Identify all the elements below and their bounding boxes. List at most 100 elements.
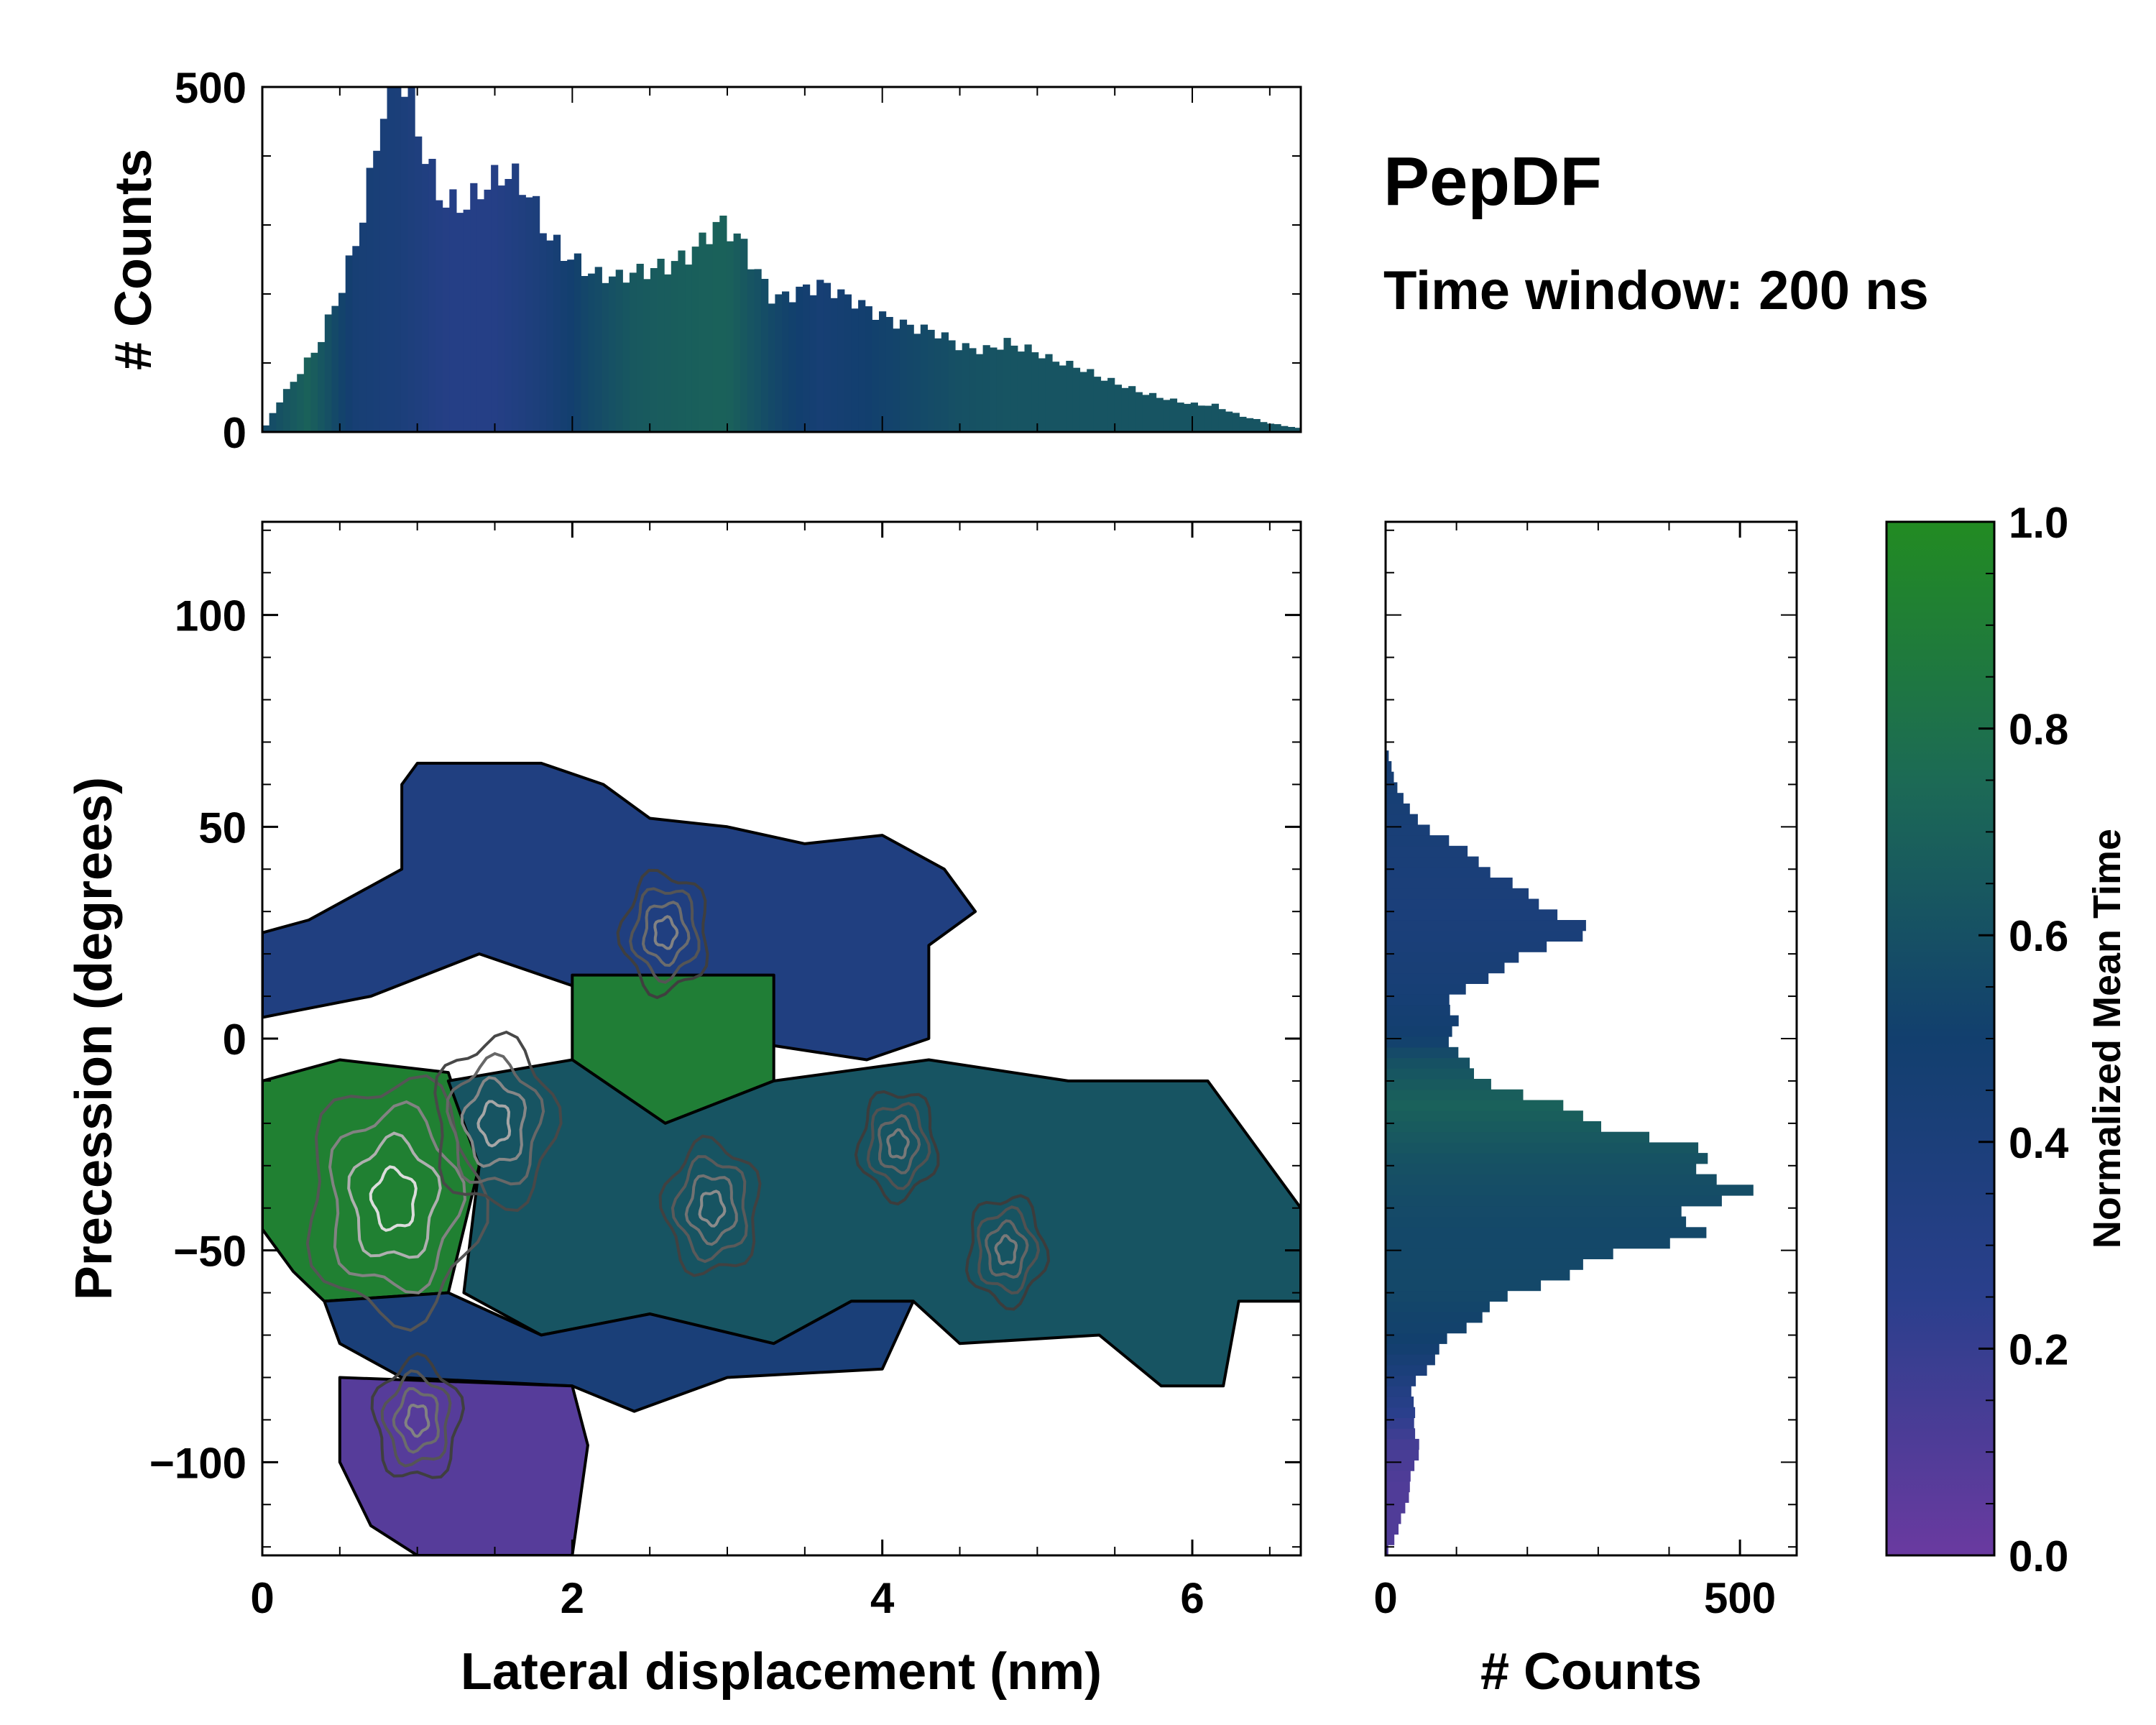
top-hist-bar <box>484 189 492 432</box>
colorbar-ticks: 0.0 0.2 0.4 0.6 0.8 1.0 <box>1978 499 2069 1581</box>
top-hist-bar <box>1128 386 1136 432</box>
contour-line <box>347 1131 442 1259</box>
colorbar-tick-label: 0.0 <box>2009 1532 2068 1581</box>
right-hist-bar <box>1386 1205 1682 1218</box>
top-hist-bar <box>858 300 866 432</box>
right-hist-bar <box>1386 1545 1388 1555</box>
top-hist-bar <box>643 279 651 432</box>
chart-title: PepDF <box>1383 143 1602 220</box>
top-hist-bar <box>1294 428 1301 432</box>
top-hist-bar <box>920 324 928 432</box>
right-hist-bar <box>1386 771 1394 783</box>
top-hist-bar <box>1246 418 1254 432</box>
top-hist-bar <box>1149 392 1157 432</box>
top-hist-bar <box>581 276 589 432</box>
top-hist-bar <box>636 264 644 432</box>
contour-line <box>629 887 701 984</box>
right-hist-bar <box>1386 793 1404 804</box>
top-hist-bar <box>671 261 678 432</box>
contour-line <box>370 1351 466 1479</box>
contour-line <box>616 868 709 1000</box>
top-hist-bar <box>1045 354 1053 432</box>
right-hist-bar <box>1386 1163 1697 1175</box>
top-hist-bar <box>969 348 977 432</box>
right-x-tick-label: 0 <box>1373 1574 1397 1622</box>
right-hist-bar <box>1386 1100 1564 1111</box>
top-hist-bar <box>573 253 581 432</box>
top-hist-bar <box>990 347 998 432</box>
contour-line <box>369 1165 418 1232</box>
contour-line <box>328 1100 467 1294</box>
right-hist-bar <box>1386 1290 1508 1302</box>
top-hist-bar <box>650 268 658 432</box>
top-hist-bar <box>761 279 769 432</box>
top-hist-bar <box>1038 358 1046 432</box>
top-hist-bar <box>505 179 512 432</box>
right-hist-bar <box>1386 1322 1467 1334</box>
top-hist-bar <box>927 329 935 432</box>
top-hist-bar <box>809 295 817 432</box>
top-hist-bar <box>463 209 471 432</box>
top-hist-bar <box>837 289 845 432</box>
top-hist-bar <box>290 382 298 432</box>
top-hist-bar <box>470 183 478 432</box>
colorbar-tick-label: 0.6 <box>2009 912 2068 960</box>
top-hist-bar <box>962 343 969 432</box>
top-hist-bar <box>262 425 270 432</box>
right-hist-bar <box>1386 1259 1583 1270</box>
top-hist-bar <box>948 340 956 432</box>
top-hist-bar <box>415 136 423 432</box>
top-hist-bar <box>602 282 609 432</box>
top-hist-bar <box>1087 369 1095 432</box>
right-hist-bar <box>1386 1227 1707 1238</box>
top-hist-bar <box>1059 365 1067 432</box>
top-hist-bar <box>331 305 339 432</box>
contour-line <box>684 1174 738 1246</box>
top-hist-bar <box>366 167 374 432</box>
top-hist-bar <box>982 345 990 432</box>
top-hist-bar <box>685 264 693 432</box>
contour-line <box>476 1100 512 1148</box>
purple-lower-cluster <box>338 1376 589 1555</box>
chart-subtitle: Time window: 200 ns <box>1383 260 1929 321</box>
top-hist-bar <box>1190 402 1198 432</box>
top-hist-bar <box>816 280 824 432</box>
right-hist-bar <box>1386 761 1392 773</box>
heatmap-regions <box>262 761 1301 1555</box>
top-histogram-ticks: 0 500 <box>175 64 1301 457</box>
top-hist-bar <box>345 255 353 432</box>
top-y-tick-label: 0 <box>223 409 247 457</box>
top-hist-bar <box>803 284 811 432</box>
top-hist-bar <box>379 119 388 432</box>
top-hist-bar <box>657 259 665 432</box>
top-hist-bar <box>1260 422 1268 432</box>
colorbar-tick-label: 0.4 <box>2009 1119 2069 1167</box>
contour-line <box>380 1369 452 1468</box>
contour-line <box>658 1134 762 1277</box>
right-hist-bar <box>1386 1121 1601 1133</box>
top-hist-bar <box>518 195 526 432</box>
top-hist-bar <box>407 87 415 432</box>
top-hist-bar <box>1218 409 1226 432</box>
right-hist-bar <box>1386 814 1418 825</box>
top-hist-bar <box>387 87 395 432</box>
right-hist-bar <box>1386 898 1539 910</box>
top-hist-bar <box>1184 403 1192 432</box>
right-hist-bar <box>1386 1026 1452 1037</box>
right-hist-bar <box>1386 994 1450 1006</box>
right-hist-bar <box>1386 867 1491 878</box>
top-hist-bar <box>1197 405 1205 432</box>
top-y-tick-label: 500 <box>175 64 247 112</box>
top-hist-bar <box>512 163 520 432</box>
x-tick-label: 6 <box>1180 1574 1204 1622</box>
top-hist-bar <box>400 96 408 432</box>
top-hist-bar <box>1253 419 1261 432</box>
upper-blue-region <box>262 761 977 1062</box>
top-hist-bar <box>1204 405 1212 432</box>
heatmap-contours <box>305 868 1051 1479</box>
right-hist-bar <box>1386 962 1505 974</box>
top-hist-bar <box>913 334 921 432</box>
top-hist-bar <box>338 293 346 432</box>
right-hist-bar <box>1386 1534 1395 1545</box>
